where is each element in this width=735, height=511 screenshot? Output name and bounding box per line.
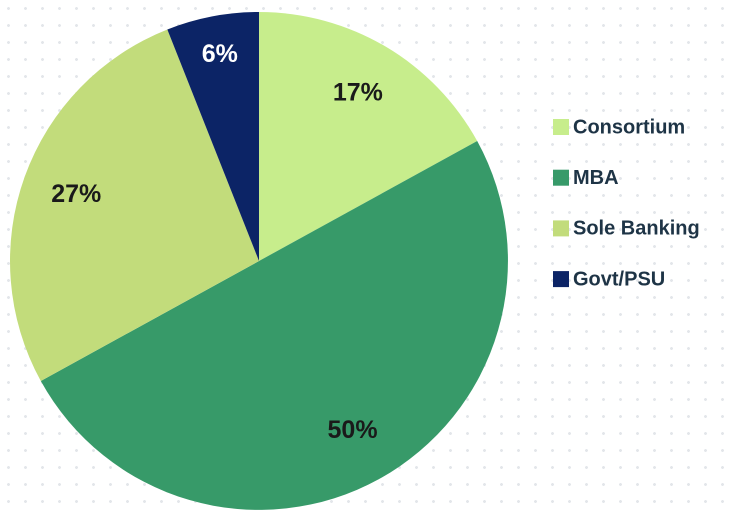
pie-slice (259, 12, 478, 261)
legend-label: MBA (573, 167, 619, 189)
legend-label: Govt/PSU (573, 268, 665, 290)
legend-swatch (553, 220, 569, 237)
pie-slice (40, 141, 508, 510)
slice-label: 6% (202, 40, 238, 68)
legend-swatch (553, 271, 569, 288)
legend-label: Consortium (573, 116, 685, 138)
legend-swatch (553, 119, 569, 135)
legend-swatch (553, 169, 569, 186)
legend-label: Sole Banking (573, 218, 700, 240)
slice-label: 50% (328, 416, 378, 444)
pie-slice (10, 29, 260, 381)
slice-label: 27% (51, 180, 101, 208)
slice-label: 17% (333, 78, 383, 106)
pie-slice (167, 12, 259, 261)
